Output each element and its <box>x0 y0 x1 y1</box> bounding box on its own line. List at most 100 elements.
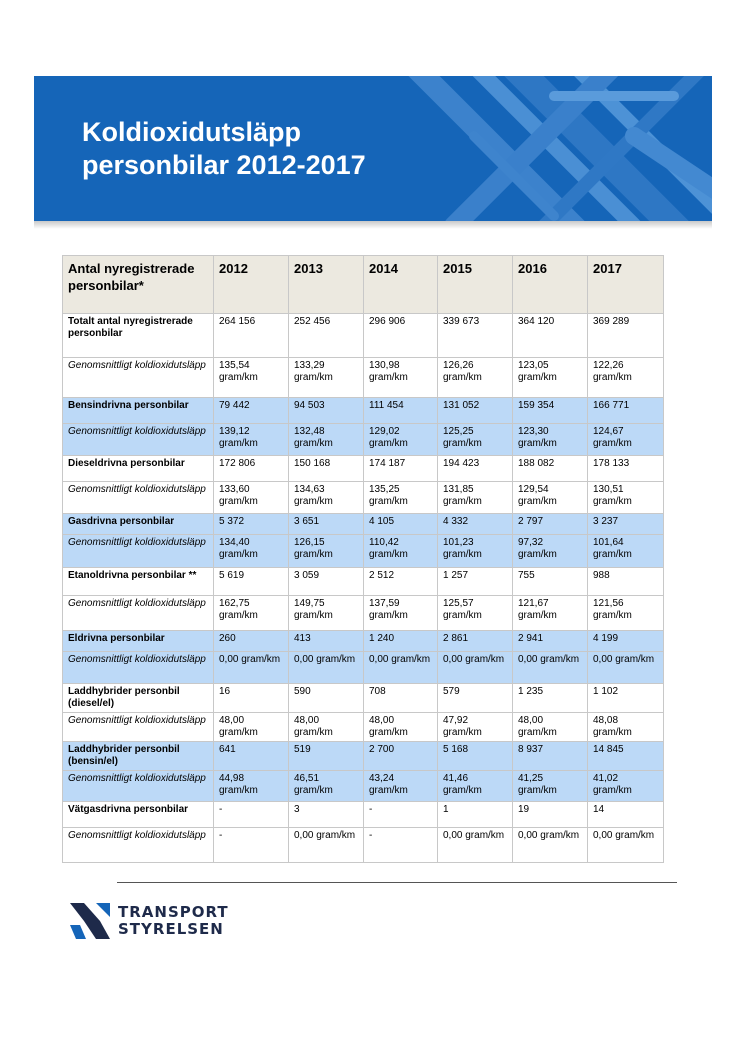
table-cell: 413 <box>288 630 364 652</box>
table-row: Etanoldrivna personbilar ** 5 619 3 059 2 5… <box>62 567 664 596</box>
table-row: Laddhybrider personbil (bensin/el) 641 519… <box>62 741 664 771</box>
transportstyrelsen-logo: TRANSPORT STYRELSEN <box>70 903 240 943</box>
table-cell: 264 156 <box>213 313 289 358</box>
row-emission-label: Genomsnittligt koldioxidutsläpp <box>62 770 214 802</box>
table-cell: 43,24 gram/km <box>363 770 438 802</box>
table-cell: 519 <box>288 741 364 771</box>
table-cell: - <box>213 827 289 863</box>
table-cell: 172 806 <box>213 455 289 482</box>
transportstyrelsen-logo-icon <box>70 903 110 939</box>
row-emission-label: Genomsnittligt koldioxidutsläpp <box>62 481 214 514</box>
table-cell: 4 199 <box>587 630 664 652</box>
table-row: Genomsnittligt koldioxidutsläpp 139,12 gr… <box>62 423 664 456</box>
table-cell: 131 052 <box>437 397 513 424</box>
table-cell: 1 257 <box>437 567 513 596</box>
row-emission-label: Genomsnittligt koldioxidutsläpp <box>62 595 214 631</box>
table-row: Eldrivna personbilar 260 413 1 240 2 861 2 94… <box>62 630 664 652</box>
table-cell: 48,00 gram/km <box>512 712 588 742</box>
table-cell: 134,40 gram/km <box>213 534 289 568</box>
row-emission-label: Genomsnittligt koldioxidutsläpp <box>62 534 214 568</box>
table-cell: 5 168 <box>437 741 513 771</box>
table-cell: 44,98 gram/km <box>213 770 289 802</box>
table-cell: 641 <box>213 741 289 771</box>
table-cell: 1 102 <box>587 683 664 713</box>
table-cell: 260 <box>213 630 289 652</box>
table-cell: 79 442 <box>213 397 289 424</box>
table-row: Dieseldrivna personbilar 172 806 150 168 17… <box>62 455 664 482</box>
table-cell: 123,30 gram/km <box>512 423 588 456</box>
table-cell: 130,98 gram/km <box>363 357 438 398</box>
table-cell: 0,00 gram/km <box>288 827 364 863</box>
row-emission-label: Genomsnittligt koldioxidutsläpp <box>62 651 214 684</box>
row-category-label: Bensindrivna personbilar <box>62 397 214 424</box>
table-cell: 47,92 gram/km <box>437 712 513 742</box>
table-cell: 97,32 gram/km <box>512 534 588 568</box>
table-cell: 188 082 <box>512 455 588 482</box>
table-cell: 2 512 <box>363 567 438 596</box>
table-cell: 139,12 gram/km <box>213 423 289 456</box>
table-row: Genomsnittligt koldioxidutsläpp 135,54 gr… <box>62 357 664 398</box>
table-cell: 1 235 <box>512 683 588 713</box>
table-cell: 708 <box>363 683 438 713</box>
table-cell: 339 673 <box>437 313 513 358</box>
table-cell: 110,42 gram/km <box>363 534 438 568</box>
table-cell: 1 <box>437 801 513 828</box>
table-cell: 0,00 gram/km <box>213 651 289 684</box>
year-header: 2012 <box>213 255 289 314</box>
table-cell: 111 454 <box>363 397 438 424</box>
table-cell: 130,51 gram/km <box>587 481 664 514</box>
table-header-row: Antal nyregistrerade personbilar* 2012 2… <box>62 255 664 314</box>
table-cell: 132,48 gram/km <box>288 423 364 456</box>
table-cell: 579 <box>437 683 513 713</box>
table-cell: 162,75 gram/km <box>213 595 289 631</box>
table-cell: 5 619 <box>213 567 289 596</box>
table-cell: 2 700 <box>363 741 438 771</box>
table-cell: 2 941 <box>512 630 588 652</box>
table-cell: 0,00 gram/km <box>437 827 513 863</box>
table-cell: 129,02 gram/km <box>363 423 438 456</box>
table-cell: 0,00 gram/km <box>587 651 664 684</box>
table-cell: 135,54 gram/km <box>213 357 289 398</box>
year-header: 2015 <box>437 255 513 314</box>
table-cell: 133,60 gram/km <box>213 481 289 514</box>
table-cell: 2 797 <box>512 513 588 535</box>
banner-shadow <box>34 221 712 229</box>
table-cell: 125,57 gram/km <box>437 595 513 631</box>
table-cell: 166 771 <box>587 397 664 424</box>
emissions-table: Antal nyregistrerade personbilar* 2012 2… <box>62 255 664 863</box>
table-cell: 101,64 gram/km <box>587 534 664 568</box>
row-category-label: Eldrivna personbilar <box>62 630 214 652</box>
table-cell: 0,00 gram/km <box>512 651 588 684</box>
table-cell: 125,25 gram/km <box>437 423 513 456</box>
row-emission-label: Genomsnittligt koldioxidutsläpp <box>62 712 214 742</box>
table-cell: 178 133 <box>587 455 664 482</box>
table-cell: - <box>363 827 438 863</box>
table-cell: 123,05 gram/km <box>512 357 588 398</box>
table-cell: 4 332 <box>437 513 513 535</box>
table-cell: 1 240 <box>363 630 438 652</box>
table-cell: 129,54 gram/km <box>512 481 588 514</box>
table-cell: 8 937 <box>512 741 588 771</box>
table-cell: 124,67 gram/km <box>587 423 664 456</box>
table-cell: 159 354 <box>512 397 588 424</box>
table-cell: 3 651 <box>288 513 364 535</box>
table-cell: 101,23 gram/km <box>437 534 513 568</box>
logo-line-2: STYRELSEN <box>118 920 224 938</box>
table-cell: 122,26 gram/km <box>587 357 664 398</box>
row-emission-label: Genomsnittligt koldioxidutsläpp <box>62 357 214 398</box>
table-cell: 755 <box>512 567 588 596</box>
year-header: 2016 <box>512 255 588 314</box>
table-cell: 131,85 gram/km <box>437 481 513 514</box>
page-title: Koldioxidutsläpp personbilar 2012-2017 <box>82 116 366 182</box>
table-cell: 46,51 gram/km <box>288 770 364 802</box>
title-line-2: personbilar 2012-2017 <box>82 150 366 180</box>
table-row: Laddhybrider personbil (diesel/el) 16 590 7… <box>62 683 664 713</box>
table-cell: 252 456 <box>288 313 364 358</box>
table-cell: - <box>363 801 438 828</box>
table-row: Genomsnittligt koldioxidutsläpp -0,00 gra… <box>62 827 664 863</box>
table-cell: 48,08 gram/km <box>587 712 664 742</box>
table-cell: 149,75 gram/km <box>288 595 364 631</box>
table-cell: 0,00 gram/km <box>512 827 588 863</box>
logo-wordmark: TRANSPORT STYRELSEN <box>118 904 229 938</box>
table-row: Totalt antal nyregistrerade personbilar 2… <box>62 313 664 358</box>
